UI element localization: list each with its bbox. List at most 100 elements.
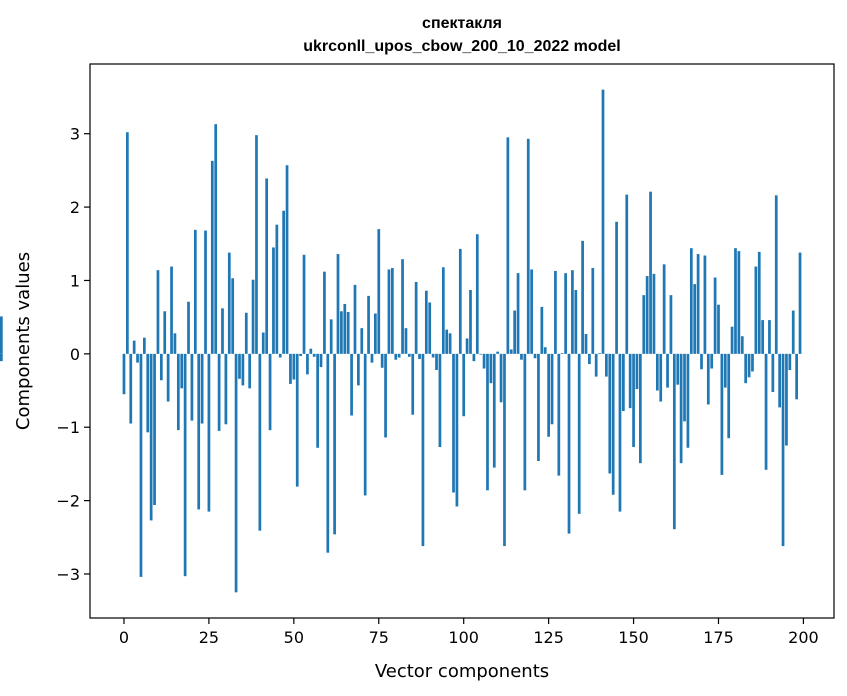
- x-tick-label: 175: [703, 628, 734, 647]
- bar-component-43: [268, 353, 272, 431]
- bar-component-158: [659, 353, 663, 402]
- bar-component-undefined: [0, 316, 3, 354]
- bar-component-135: [581, 240, 584, 354]
- bar-component-39: [255, 135, 258, 354]
- bar-component-108: [489, 353, 493, 384]
- bar-component-67: [350, 353, 353, 416]
- bar-component-46: [278, 353, 282, 358]
- bar-component-70: [360, 328, 364, 354]
- bar-component-48: [285, 165, 289, 354]
- bar-component-74: [374, 313, 377, 354]
- bar-component-91: [431, 353, 435, 358]
- x-tick-label: 200: [788, 628, 819, 647]
- bar-component-36: [244, 312, 248, 354]
- x-tick-label: 75: [369, 628, 389, 647]
- bar-component-140: [598, 353, 601, 354]
- bar-component-124: [543, 347, 547, 354]
- bar-component-63: [336, 254, 340, 354]
- bar-component-163: [676, 353, 680, 385]
- bar-component-153: [642, 295, 646, 354]
- bar-component-17: [180, 353, 184, 389]
- bar-component-121: [533, 353, 537, 359]
- bar-component-152: [639, 353, 642, 464]
- bar-component-38: [251, 279, 255, 354]
- bar-component-77: [384, 353, 387, 438]
- bar-component-122: [537, 353, 540, 461]
- bar-component-7: [146, 353, 150, 433]
- plot-frame: [89, 63, 835, 619]
- bar-component-168: [693, 284, 697, 354]
- bar-component-196: [788, 353, 792, 370]
- bar-component-109: [492, 353, 496, 468]
- bar-component-22: [197, 353, 201, 510]
- bar-component-69: [357, 353, 360, 386]
- bar-component-169: [696, 254, 700, 354]
- bar-component-58: [319, 353, 323, 368]
- bar-component-87: [418, 353, 421, 359]
- bar-component-186: [754, 266, 758, 354]
- y-tick-label: 1: [70, 271, 80, 290]
- bar-component-177: [723, 353, 727, 388]
- bar-component-134: [577, 353, 581, 514]
- bar-component-160: [666, 353, 669, 388]
- bar-component-83: [404, 328, 408, 354]
- bar-component-136: [584, 334, 588, 354]
- bar-component-180: [734, 248, 737, 354]
- bar-component-6: [143, 337, 146, 354]
- bar-component-42: [265, 178, 269, 354]
- bar-component-90: [428, 302, 432, 354]
- bar-component-132: [571, 270, 574, 354]
- bar-component-198: [795, 353, 798, 400]
- bar-component-148: [625, 194, 629, 354]
- bar-component-9: [153, 353, 156, 505]
- bar-component-129: [560, 353, 564, 354]
- bar-component-165: [683, 353, 686, 422]
- bar-component-56: [312, 353, 316, 357]
- bar-component-197: [791, 310, 795, 354]
- bar-component-44: [272, 247, 275, 354]
- bar-component-79: [391, 267, 394, 354]
- bar-component-113: [506, 137, 510, 354]
- bar-component-155: [649, 191, 652, 354]
- bar-component-75: [377, 229, 381, 354]
- bar-component-12: [163, 311, 167, 354]
- bar-component-105: [479, 353, 483, 355]
- x-axis-label: Vector components: [375, 661, 549, 682]
- bar-component-94: [441, 267, 445, 354]
- bar-component-141: [601, 89, 605, 354]
- bar-component-61: [329, 319, 333, 354]
- bar-component-76: [380, 353, 384, 368]
- bar-component-85: [411, 353, 415, 415]
- bar-component-31: [227, 252, 231, 354]
- y-tick-label: 3: [70, 125, 80, 144]
- bar-component-179: [730, 326, 734, 354]
- bar-component-19: [187, 301, 190, 354]
- bar-component-145: [615, 221, 618, 354]
- bar-component-131: [567, 353, 571, 534]
- bar-component-32: [231, 278, 235, 354]
- bar-component-149: [628, 353, 632, 409]
- bar-component-84: [407, 353, 411, 357]
- y-tick-label: 0: [70, 345, 80, 364]
- bar-component-193: [778, 353, 781, 408]
- bar-component-54: [306, 353, 309, 375]
- bar-component-1: [126, 132, 129, 354]
- bar-component-53: [302, 254, 306, 354]
- bar-component-86: [414, 281, 418, 354]
- bar-component-101: [465, 338, 469, 354]
- bar-component-81: [397, 353, 401, 358]
- bar-component-114: [509, 349, 513, 354]
- bar-component-106: [482, 353, 486, 369]
- bar-component-127: [554, 270, 557, 354]
- bar-component-10: [156, 270, 160, 354]
- bar-component-99: [458, 248, 462, 354]
- bar-component-82: [401, 259, 404, 354]
- bar-component-47: [282, 210, 285, 354]
- x-tick-label: 50: [284, 628, 304, 647]
- bar-component-undefined: [0, 353, 3, 362]
- bar-component-190: [768, 320, 771, 354]
- bar-component-116: [516, 273, 520, 354]
- bar-component-73: [370, 353, 374, 363]
- bar-component-176: [720, 353, 724, 475]
